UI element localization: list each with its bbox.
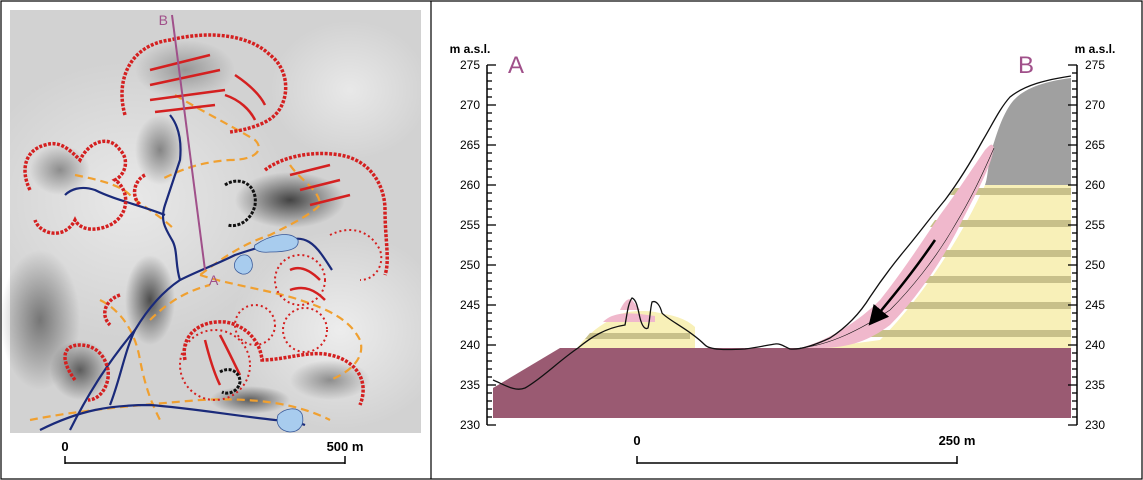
lakes [234,234,304,433]
section-scale-end: 250 m [939,433,976,448]
right-axis-label: 245 [1085,298,1105,312]
left-axis-label: 255 [460,218,480,232]
right-axis-label: 260 [1085,178,1105,192]
landslide-deposit [800,144,994,348]
right-axis-label: 240 [1085,338,1105,352]
map-label-a: A [209,272,219,288]
map-scale-start: 0 [61,439,68,454]
section-label-b: B [1018,52,1034,79]
right-axis-label: 230 [1085,418,1105,432]
section-label-a: A [508,52,524,79]
scarp-outlines [23,33,389,406]
left-axis-label: 240 [460,338,480,352]
map-panel: B A 0 500 m [0,10,450,464]
right-axis-label: 235 [1085,378,1105,392]
right-axis-unit: m a.s.l. [1075,42,1116,56]
marl-bands [585,188,1071,339]
left-axis-label: 275 [460,58,480,72]
caprock-layer [985,78,1071,185]
left-axis: 275 270 265 260 255 250 245 240 235 230 m a.s.l. [450,42,496,432]
right-axis: 275 270 265 260 255 250 245 240 235 230 m a.s.l. [1068,42,1115,432]
left-axis-label: 260 [460,178,480,192]
black-scarps [219,179,257,395]
topo-profile [492,75,1072,390]
left-axis-unit: m a.s.l. [450,42,491,56]
right-axis-label: 270 [1085,98,1105,112]
right-axis-label: 250 [1085,258,1105,272]
left-axis-label: 235 [460,378,480,392]
right-axis-label: 255 [1085,218,1105,232]
scarp-inner-lines [149,53,351,386]
left-axis-label: 230 [460,418,480,432]
left-axis-label: 245 [460,298,480,312]
right-axis-label: 265 [1085,138,1105,152]
section-scale-start: 0 [633,433,640,448]
profile-line [171,14,206,271]
dotted-scars [179,229,383,401]
right-axis-label: 275 [1085,58,1105,72]
movement-arrow [868,239,937,326]
left-axis-label: 270 [460,98,480,112]
map-label-b: B [159,12,168,28]
left-axis-label: 265 [460,138,480,152]
left-axis-label: 250 [460,258,480,272]
map-scale-end: 500 m [327,439,364,454]
